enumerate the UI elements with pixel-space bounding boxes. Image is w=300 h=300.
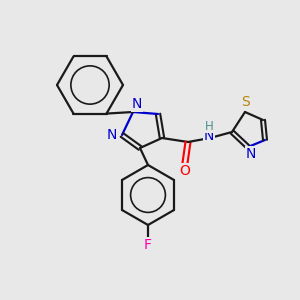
Text: N: N	[107, 128, 117, 142]
Text: N: N	[246, 147, 256, 161]
Text: N: N	[132, 97, 142, 111]
Text: N: N	[204, 129, 214, 143]
Text: O: O	[180, 164, 190, 178]
Text: F: F	[144, 238, 152, 252]
Text: H: H	[205, 119, 213, 133]
Text: S: S	[242, 95, 250, 109]
